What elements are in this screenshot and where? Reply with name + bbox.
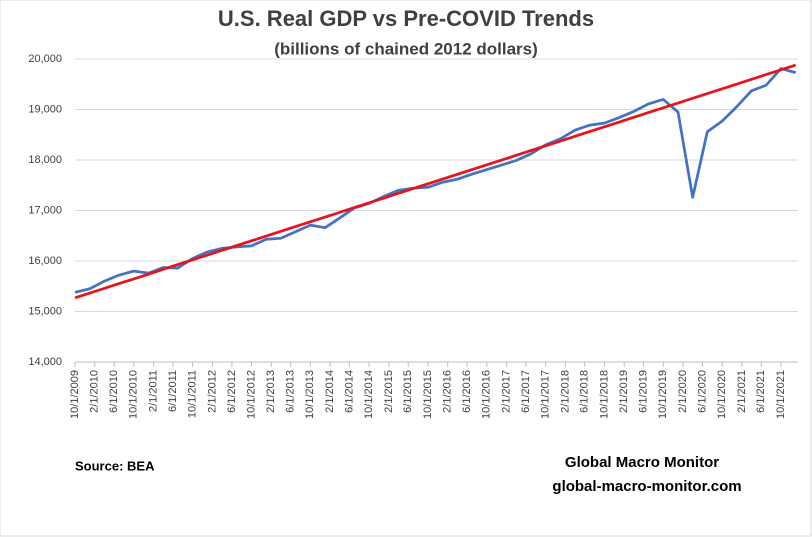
x-tick-label: 6/1/2014 (343, 370, 355, 413)
x-tick-label: 6/1/2011 (167, 370, 179, 412)
x-tick-label: 10/1/2009 (69, 370, 81, 419)
y-tick-label: 18,000 (28, 154, 62, 166)
x-tick-label: 10/1/2017 (540, 370, 552, 419)
x-tick-label: 10/1/2016 (481, 370, 493, 419)
x-tick-label: 2/1/2019 (618, 370, 630, 413)
x-tick-label: 2/1/2010 (89, 370, 101, 413)
x-tick-label: 2/1/2016 (442, 370, 454, 413)
y-tick-label: 15,000 (28, 305, 62, 317)
x-tick-label: 10/1/2021 (775, 370, 787, 419)
x-tick-label: 10/1/2010 (128, 370, 140, 419)
y-tick-label: 16,000 (28, 255, 62, 267)
x-tick-label: 6/1/2013 (285, 370, 297, 413)
x-tick-label: 2/1/2012 (206, 370, 218, 413)
x-tick-label: 10/1/2015 (422, 370, 434, 419)
chart-subtitle: (billions of chained 2012 dollars) (274, 39, 538, 58)
x-tick-label: 2/1/2011 (148, 370, 160, 412)
watermark: Global Macro Monitor (565, 454, 719, 471)
data-line (74, 63, 797, 300)
y-tick-label: 17,000 (28, 204, 62, 216)
y-tick-label: 14,000 (28, 356, 62, 368)
x-tick-label: 6/1/2020 (696, 370, 708, 413)
x-tick-label: 2/1/2018 (559, 370, 571, 413)
x-tick-label: 10/1/2019 (657, 370, 669, 419)
x-tick-label: 2/1/2015 (383, 370, 395, 413)
chart-title: U.S. Real GDP vs Pre-COVID Trends (218, 6, 594, 31)
x-tick-label: 2/1/2013 (265, 370, 277, 413)
x-tick-label: 6/1/2012 (226, 370, 238, 413)
x-tick-label: 10/1/2011 (186, 370, 198, 418)
x-tick-label: 10/1/2020 (716, 370, 728, 419)
source-note: Source: BEA (75, 458, 155, 473)
x-tick-label: 10/1/2012 (245, 370, 257, 419)
x-tick-label: 6/1/2016 (461, 370, 473, 413)
x-tick-label: 10/1/2018 (598, 370, 610, 419)
x-tick-label: 6/1/2019 (637, 370, 649, 413)
x-tick-label: 10/1/2013 (304, 370, 316, 419)
x-tick-label: 6/1/2017 (520, 370, 532, 413)
x-tick-label: 2/1/2017 (501, 370, 513, 413)
y-tick-label: 19,000 (28, 103, 62, 115)
x-tick-label: 2/1/2014 (324, 370, 336, 413)
data-line (74, 67, 797, 294)
x-tick-label: 6/1/2015 (402, 370, 414, 413)
y-tick-label: 20,000 (28, 53, 62, 65)
x-tick-label: 6/1/2010 (108, 370, 120, 413)
x-tick-label: 6/1/2018 (579, 370, 591, 413)
watermark: global-macro-monitor.com (552, 478, 741, 495)
x-tick-label: 2/1/2021 (736, 370, 748, 413)
x-tick-label: 2/1/2020 (677, 370, 689, 413)
x-tick-label: 6/1/2021 (755, 370, 767, 413)
x-tick-label: 10/1/2014 (363, 370, 375, 419)
